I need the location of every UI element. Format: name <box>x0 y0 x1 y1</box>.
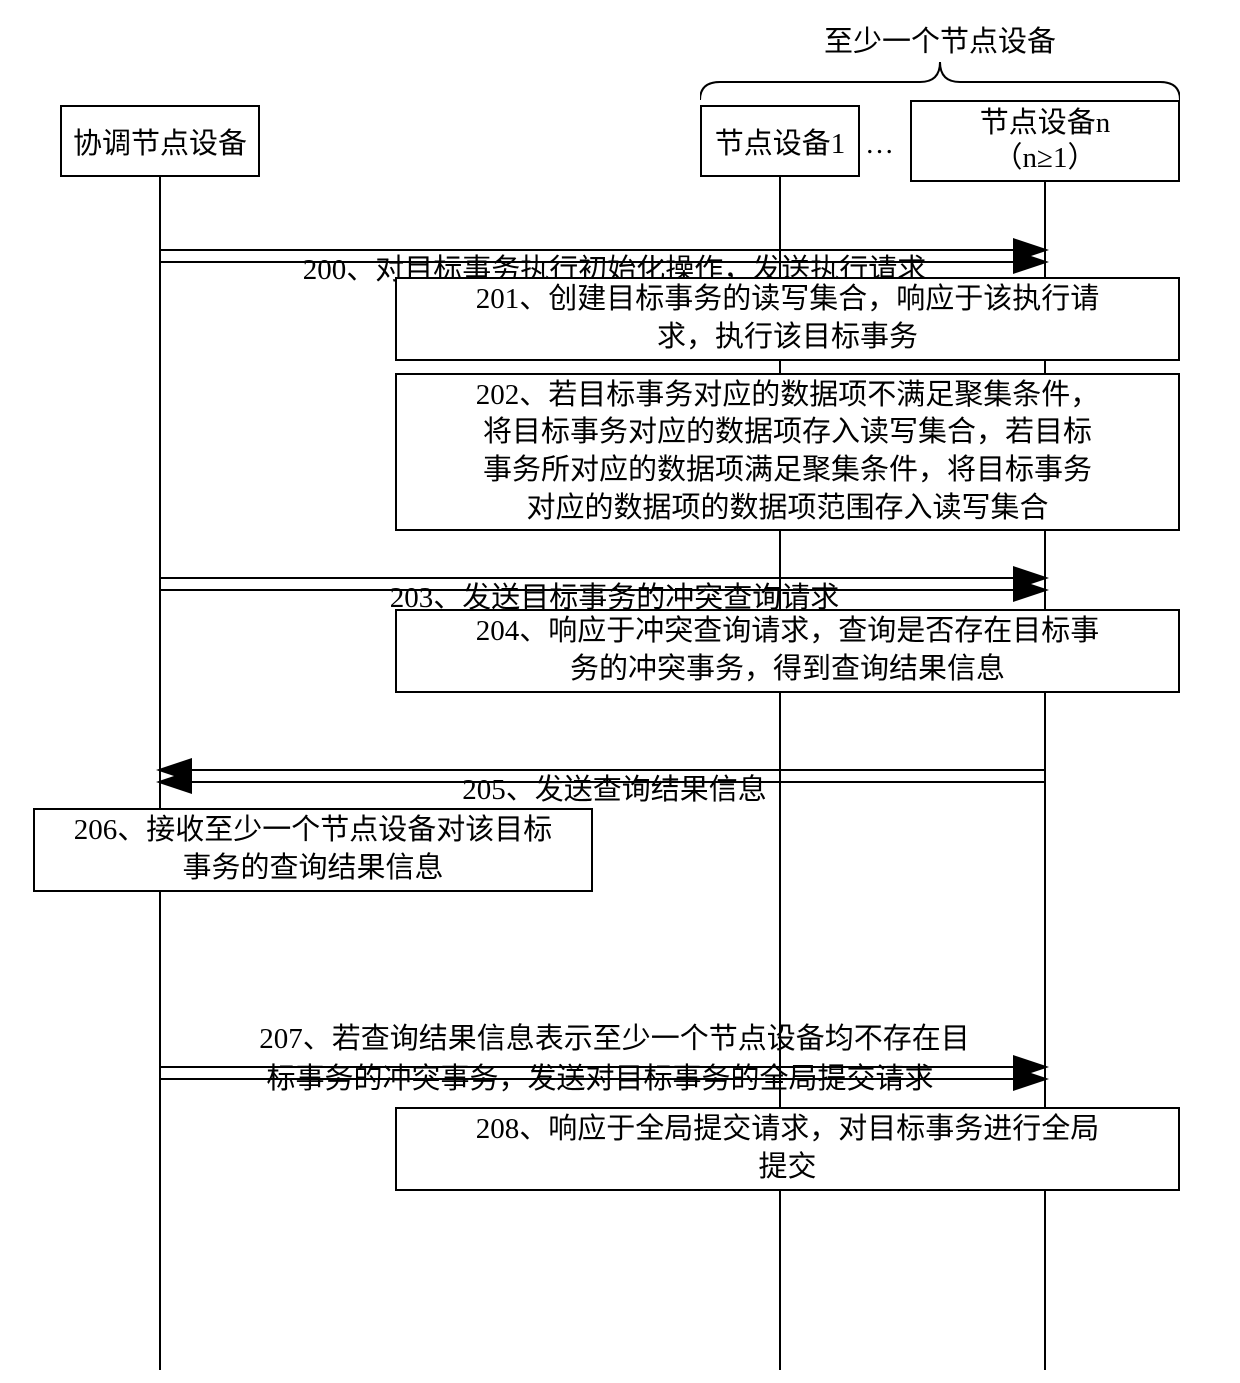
step-201: 201、创建目标事务的读写集合，响应于该执行请 求，执行该目标事务 <box>395 277 1180 361</box>
step-204: 204、响应于冲突查询请求，查询是否存在目标事 务的冲突事务，得到查询结果信息 <box>395 609 1180 693</box>
step-206: 206、接收至少一个节点设备对该目标 事务的查询结果信息 <box>33 808 593 892</box>
sequence-diagram: 至少一个节点设备 协调节点设备 节点设备1 … 节点设备n （n≥1） <box>0 0 1240 1383</box>
step-202: 202、若目标事务对应的数据项不满足聚集条件， 将目标事务对应的数据项存入读写集… <box>395 373 1180 531</box>
step-208: 208、响应于全局提交请求，对目标事务进行全局 提交 <box>395 1107 1180 1191</box>
